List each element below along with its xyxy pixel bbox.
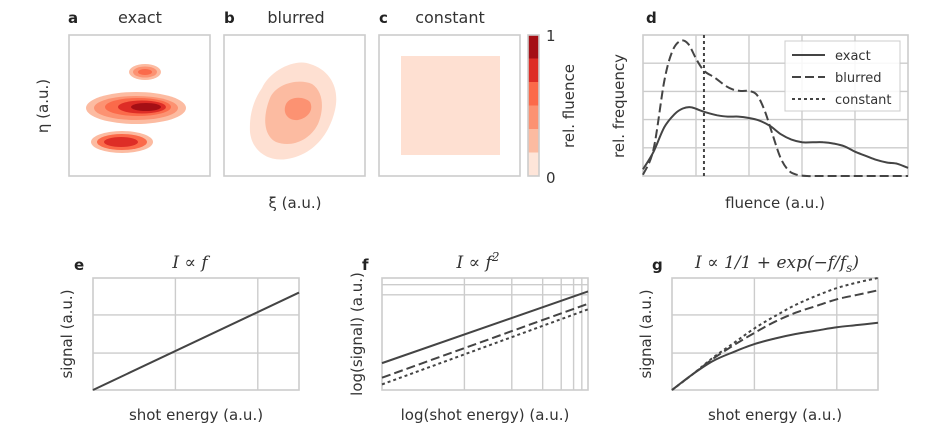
colorbar-tick-1: 1 [546,27,556,45]
panel-f: f I ∝ f2 log(shot energy) (a.u.) log(sig… [348,250,589,424]
colorbar-level-6 [528,35,539,59]
title-blurred: blurred [267,8,324,27]
series-exact-g [671,321,879,391]
title-f: I ∝ f2 [456,250,500,273]
panel-label-e: e [74,256,84,274]
colorbar-level-2 [528,129,539,153]
title-e: I ∝ f [171,253,210,273]
series-exact-d [642,106,909,170]
e-ylabel: signal (a.u.) [58,289,76,378]
lines-e [92,291,300,391]
lines-d [642,35,909,178]
series-blurred-d [642,39,908,178]
series-constant-g [671,277,879,391]
series-blurred-f [381,302,589,379]
grid-e [93,278,299,390]
panel-label-g: g [652,256,663,274]
xi-label: ξ (a.u.) [268,194,321,212]
panel-d: d exact blurred constant fluence (a.u.) … [610,9,909,212]
constant-square [401,56,500,155]
g-xlabel: shot energy (a.u.) [708,406,842,424]
eta-label: η (a.u.) [34,79,52,133]
lines-g [671,277,879,391]
panel-label-f: f [362,256,369,274]
frame-b [223,34,366,177]
frame-c [378,34,521,177]
series-linear-e [92,291,300,391]
blob-lower-level-3 [104,137,138,147]
blob-middle-level-5 [131,103,161,111]
frame-f [381,277,589,391]
panel-c: c constant [378,8,521,177]
legend-blurred: blurred [835,71,882,86]
legend-constant: constant [835,93,892,108]
colorbar-frame [527,34,540,177]
e-xlabel: shot energy (a.u.) [129,406,263,424]
title-g: I ∝ 1/1 + exp(−f/fs) [694,253,859,275]
colorbar-level-5 [528,58,539,82]
panel-g: g I ∝ 1/1 + exp(−f/fs) shot energy (a.u.… [637,253,879,424]
panel-b: b blurred ξ (a.u.) [223,8,366,212]
blur-level-3 [284,97,312,121]
colorbar-level-1 [528,152,539,176]
frame-a [68,34,211,177]
series-blurred-g [671,289,879,391]
panel-label-c: c [379,9,388,27]
g-ylabel: signal (a.u.) [637,289,655,378]
legend-box [784,40,901,112]
panel-label-b: b [224,9,235,27]
colorbar-label: rel. fluence [560,64,578,148]
d-xlabel: fluence (a.u.) [725,194,825,212]
colorbar: 1 0 rel. fluence [527,27,578,187]
series-exact-f [381,290,589,365]
d-ylabel: rel. frequency [610,54,628,158]
f-xlabel: log(shot energy) (a.u.) [401,406,570,424]
frame-d [642,34,909,177]
panel-label-d: d [646,9,657,27]
blob-upper-level-3 [138,69,152,75]
colorbar-level-4 [528,82,539,106]
title-constant: constant [415,8,485,27]
legend-exact: exact [835,49,871,64]
legend-d: exact blurred constant [784,40,901,112]
panel-a: a exact η (a.u.) [34,8,211,177]
colorbar-level-3 [528,105,539,129]
panel-e: e I ∝ f shot energy (a.u.) signal (a.u.) [58,253,300,424]
frame-g [671,277,879,391]
f-ylabel: log(signal) (a.u.) [348,272,366,396]
colorbar-levels [528,35,539,176]
series-constant-f [381,308,589,386]
grid-g [672,278,878,390]
frame-e [92,277,300,391]
colorbar-tick-0: 0 [546,169,556,187]
panel-label-a: a [68,9,78,27]
title-exact: exact [118,8,162,27]
lines-f [381,290,589,386]
